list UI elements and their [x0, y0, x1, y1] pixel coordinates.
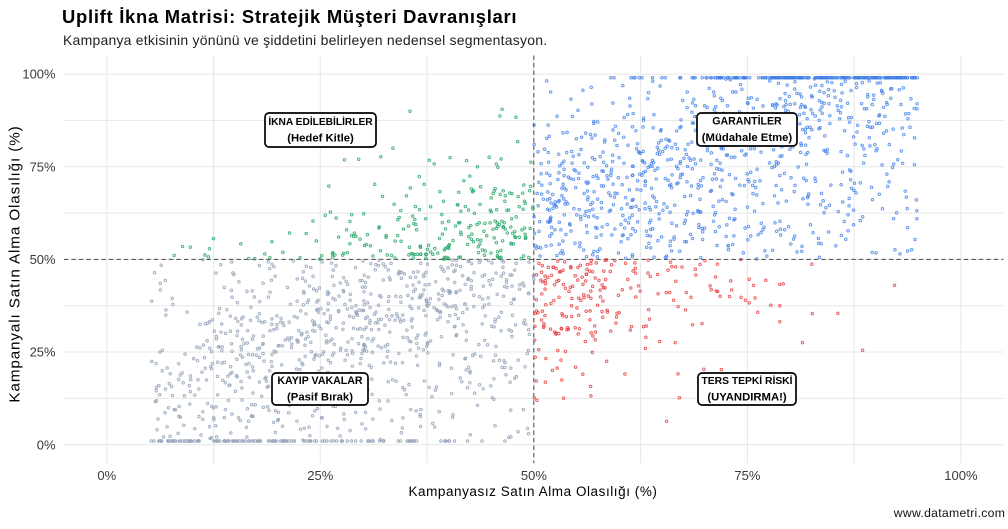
svg-text:(Pasif Bırak): (Pasif Bırak) [287, 391, 353, 403]
svg-text:GARANTİLER: GARANTİLER [712, 114, 782, 127]
svg-text:100%: 100% [22, 67, 56, 82]
svg-text:(UYANDIRMA!): (UYANDIRMA!) [707, 391, 787, 403]
svg-text:TERS TEPKİ RİSKİ: TERS TEPKİ RİSKİ [702, 374, 793, 387]
svg-text:KAYIP VAKALAR: KAYIP VAKALAR [277, 375, 363, 387]
svg-text:İKNA EDİLEBİLİRLER: İKNA EDİLEBİLİRLER [268, 115, 373, 128]
svg-text:50%: 50% [30, 252, 56, 267]
svg-text:Kampanyalı Satın Alma Olasılığ: Kampanyalı Satın Alma Olasılığı (%) [7, 125, 24, 402]
svg-text:0%: 0% [37, 437, 56, 452]
svg-text:(Müdahale Etme): (Müdahale Etme) [702, 132, 793, 144]
svg-text:50%: 50% [521, 468, 547, 483]
svg-text:100%: 100% [944, 468, 978, 483]
svg-text:(Hedef Kitle): (Hedef Kitle) [287, 132, 354, 144]
svg-text:0%: 0% [97, 468, 116, 483]
svg-text:75%: 75% [30, 159, 56, 174]
svg-text:Uplift İkna Matrisi: Stratejik: Uplift İkna Matrisi: Stratejik Müşteri D… [62, 6, 517, 27]
svg-text:Kampanya etkisinin yönünü ve ş: Kampanya etkisinin yönünü ve şiddetini b… [63, 32, 547, 48]
svg-text:Kampanyasız Satın Alma Olasılı: Kampanyasız Satın Alma Olasılığı (%) [408, 484, 657, 499]
svg-text:www.datametri.com: www.datametri.com [893, 506, 1005, 520]
svg-text:25%: 25% [307, 468, 333, 483]
svg-text:75%: 75% [734, 468, 760, 483]
svg-text:25%: 25% [30, 345, 56, 360]
